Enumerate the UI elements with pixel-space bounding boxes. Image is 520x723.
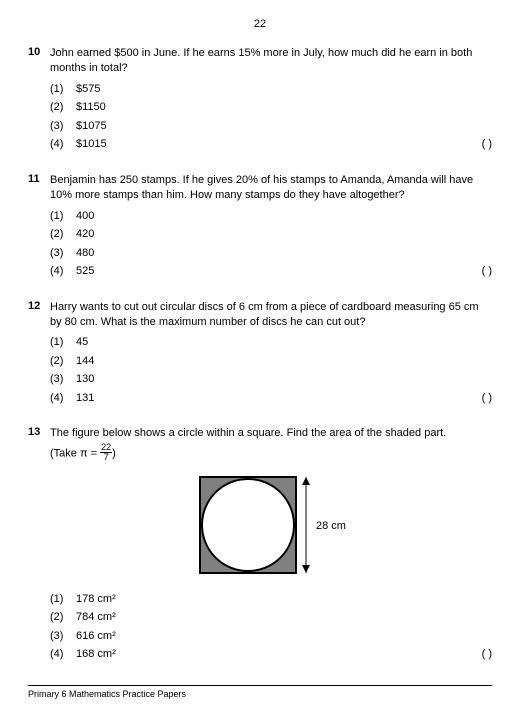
dimension-label: 28 cm (316, 520, 346, 532)
question-10: 10 John earned $500 in June. If he earns… (28, 46, 492, 153)
answer-blank[interactable]: ( ) (482, 136, 492, 153)
circle-shape (202, 479, 294, 571)
option-label: (3) (50, 628, 76, 645)
question-text: Harry wants to cut out circular discs of… (50, 300, 492, 331)
option-label: (2) (50, 226, 76, 243)
pi-suffix: ) (112, 447, 116, 459)
option: (3) 480 (50, 245, 492, 262)
footer: Primary 6 Mathematics Practice Papers (28, 685, 492, 699)
option-text: 168 cm² (76, 646, 492, 663)
option-text: 525 (76, 263, 492, 280)
options-list: (1) 178 cm² (2) 784 cm² (3) 616 cm² (4) … (50, 591, 492, 663)
pi-prefix: (Take π = (50, 447, 100, 459)
options-list: (1) 45 (2) 144 (3) 130 (4) 131 ( ) (50, 334, 492, 406)
option-label: (2) (50, 353, 76, 370)
option: (4) 168 cm² ( ) (50, 646, 492, 663)
answer-blank[interactable]: ( ) (482, 263, 492, 280)
question-number: 13 (28, 426, 50, 438)
option-text: $1150 (76, 99, 492, 116)
question-number: 10 (28, 46, 50, 58)
question-12: 12 Harry wants to cut out circular discs… (28, 300, 492, 407)
option-text: $1015 (76, 136, 492, 153)
option-label: (2) (50, 609, 76, 626)
option: (2) 420 (50, 226, 492, 243)
option-label: (4) (50, 136, 76, 153)
option-text: $575 (76, 81, 492, 98)
option-label: (1) (50, 81, 76, 98)
answer-blank[interactable]: ( ) (482, 646, 492, 663)
option-label: (1) (50, 334, 76, 351)
question-11: 11 Benjamin has 250 stamps. If he gives … (28, 173, 492, 280)
options-list: (1) $575 (2) $1150 (3) $1075 (4) $1015 (… (50, 81, 492, 153)
option-label: (3) (50, 118, 76, 135)
option-label: (1) (50, 591, 76, 608)
question-13: 13 The figure below shows a circle withi… (28, 426, 492, 662)
option-label: (1) (50, 208, 76, 225)
figure-circle-in-square: 28 cm (28, 473, 492, 577)
option-text: 400 (76, 208, 492, 225)
option: (2) $1150 (50, 99, 492, 116)
dimension-arrow (302, 477, 310, 573)
option-label: (2) (50, 99, 76, 116)
option: (2) 144 (50, 353, 492, 370)
option-label: (4) (50, 390, 76, 407)
option: (3) 616 cm² (50, 628, 492, 645)
option-label: (3) (50, 371, 76, 388)
page-number: 22 (28, 18, 492, 30)
fraction-denominator: 7 (100, 453, 112, 462)
option-label: (4) (50, 263, 76, 280)
options-list: (1) 400 (2) 420 (3) 480 (4) 525 ( ) (50, 208, 492, 280)
question-number: 12 (28, 300, 50, 312)
option-label: (4) (50, 646, 76, 663)
option: (1) $575 (50, 81, 492, 98)
option: (3) 130 (50, 371, 492, 388)
option: (1) 400 (50, 208, 492, 225)
option-text: 130 (76, 371, 492, 388)
option-text: 784 cm² (76, 609, 492, 626)
pi-fraction: 227 (100, 443, 112, 462)
answer-blank[interactable]: ( ) (482, 390, 492, 407)
option: (4) 525 ( ) (50, 263, 492, 280)
pi-note: (Take π = 227) (50, 444, 492, 463)
option: (4) 131 ( ) (50, 390, 492, 407)
option-text: 131 (76, 390, 492, 407)
question-text: The figure below shows a circle within a… (50, 426, 492, 441)
option-text: 144 (76, 353, 492, 370)
option-text: 178 cm² (76, 591, 492, 608)
option-text: 616 cm² (76, 628, 492, 645)
option-text: $1075 (76, 118, 492, 135)
option: (4) $1015 ( ) (50, 136, 492, 153)
option: (1) 45 (50, 334, 492, 351)
question-number: 11 (28, 173, 50, 185)
option-text: 420 (76, 226, 492, 243)
option-label: (3) (50, 245, 76, 262)
question-text: Benjamin has 250 stamps. If he gives 20%… (50, 173, 492, 204)
option: (3) $1075 (50, 118, 492, 135)
option: (2) 784 cm² (50, 609, 492, 626)
option: (1) 178 cm² (50, 591, 492, 608)
option-text: 480 (76, 245, 492, 262)
option-text: 45 (76, 334, 492, 351)
figure-svg: 28 cm (170, 473, 350, 577)
question-text: John earned $500 in June. If he earns 15… (50, 46, 492, 77)
